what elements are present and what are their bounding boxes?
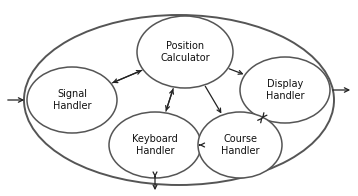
- Ellipse shape: [109, 112, 201, 178]
- Ellipse shape: [198, 112, 282, 178]
- Text: Display
Handler: Display Handler: [266, 79, 304, 101]
- Ellipse shape: [27, 67, 117, 133]
- Text: Keyboard
Handler: Keyboard Handler: [132, 134, 178, 156]
- Ellipse shape: [137, 16, 233, 88]
- Ellipse shape: [240, 57, 330, 123]
- Text: Signal
Handler: Signal Handler: [53, 89, 91, 111]
- Text: Position
Calculator: Position Calculator: [160, 41, 210, 63]
- Text: Course
Handler: Course Handler: [221, 134, 259, 156]
